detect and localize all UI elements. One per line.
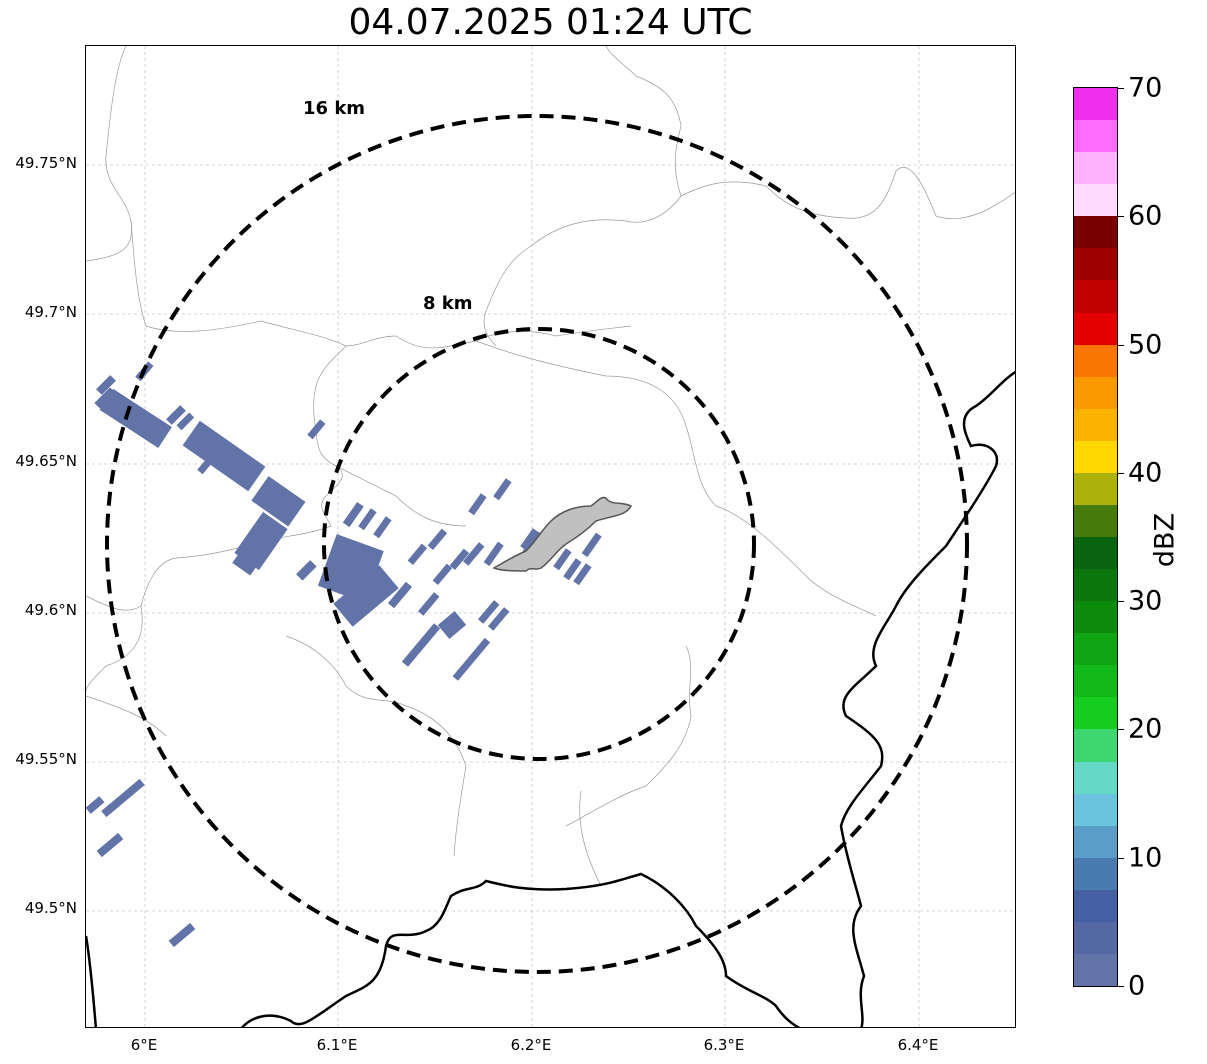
colorbar-tick (1118, 986, 1124, 987)
ring-16km (105, 114, 969, 974)
colorbar-tick (1118, 344, 1124, 346)
colorbar-tick-label: 30 (1128, 585, 1163, 617)
colorbar-segment (1074, 312, 1117, 345)
colorbar (1073, 87, 1118, 987)
colorbar-segment (1074, 825, 1117, 858)
colorbar-segment (1074, 728, 1117, 762)
colorbar-segment (1074, 889, 1117, 922)
colorbar-tick (1118, 88, 1124, 89)
colorbar-segment (1074, 921, 1117, 954)
lat-label: 49.75°N (15, 154, 77, 172)
colorbar-tick (1118, 216, 1124, 218)
colorbar-segment (1074, 536, 1117, 570)
colorbar-segment (1074, 632, 1117, 666)
colorbar-tick-label: 70 (1128, 72, 1163, 104)
colorbar-tick-label: 60 (1128, 200, 1163, 232)
colorbar-tick-label: 0 (1128, 970, 1146, 1002)
colorbar-segment (1074, 857, 1117, 890)
colorbar-segment (1074, 568, 1117, 602)
lon-label: 6.1°E (316, 1036, 358, 1054)
colorbar-segment (1074, 440, 1117, 473)
colorbar-segment (1074, 247, 1117, 281)
colorbar-segment (1074, 151, 1117, 185)
colorbar-segment (1074, 408, 1117, 441)
colorbar-tick-label: 10 (1128, 842, 1163, 874)
colorbar-segment (1074, 761, 1117, 794)
colorbar-tick-label: 50 (1128, 329, 1163, 361)
colorbar-segment (1074, 696, 1117, 730)
lat-label: 49.65°N (15, 452, 77, 470)
map-title: 04.07.2025 01:24 UTC (348, 2, 753, 43)
commune-boundaries (86, 46, 1015, 887)
ring-label-8km: 8 km (423, 293, 473, 314)
map-canvas (86, 46, 1015, 1027)
colorbar-segment (1074, 600, 1117, 634)
colorbar-segment (1074, 87, 1117, 121)
colorbar-segment (1074, 504, 1117, 537)
ring-label-16km: 16 km (303, 98, 366, 119)
lat-label: 49.55°N (15, 750, 77, 768)
colorbar-segment (1074, 376, 1117, 409)
lat-label: 49.5°N (24, 899, 77, 917)
range-rings (105, 114, 969, 974)
colorbar-tick (1118, 472, 1124, 474)
colorbar-segment (1074, 472, 1117, 505)
colorbar-tick-label: 20 (1128, 713, 1163, 745)
national-borders (86, 370, 1015, 1027)
colorbar-segment (1074, 344, 1117, 377)
colorbar-title: dBZ (1149, 512, 1181, 568)
colorbar-tick-label: 40 (1128, 457, 1163, 489)
colorbar-segment (1074, 215, 1117, 249)
colorbar-segment (1074, 793, 1117, 826)
ring-8km (322, 327, 756, 761)
colorbar-segment (1074, 664, 1117, 698)
colorbar-tick (1118, 729, 1124, 731)
city-outline (492, 496, 633, 572)
colorbar-segment (1074, 953, 1117, 986)
radar-map[interactable] (85, 45, 1016, 1028)
lat-label: 49.6°N (24, 601, 77, 619)
lon-label: 6°E (130, 1036, 158, 1054)
colorbar-tick (1118, 601, 1124, 603)
colorbar-segment (1074, 279, 1117, 313)
colorbar-segment (1074, 119, 1117, 153)
colorbar-segment (1074, 183, 1117, 217)
lon-label: 6.3°E (703, 1036, 745, 1054)
lon-label: 6.4°E (897, 1036, 939, 1054)
lat-label: 49.7°N (24, 303, 77, 321)
colorbar-tick (1118, 857, 1124, 859)
lon-label: 6.2°E (510, 1036, 552, 1054)
gridlines (86, 46, 1015, 1027)
